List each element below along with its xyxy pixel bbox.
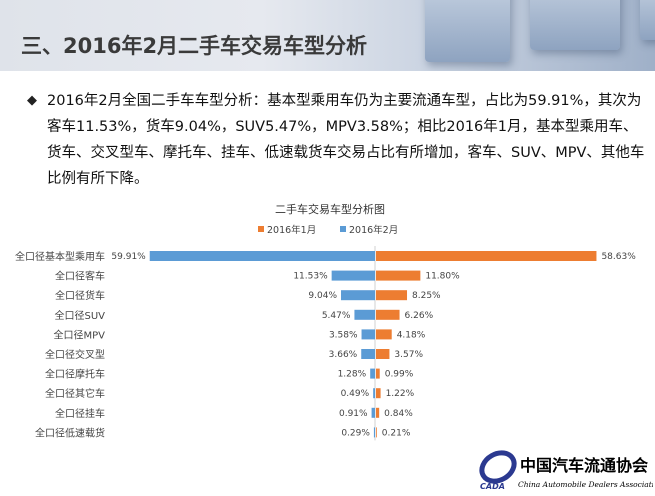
data-label: 5.47% xyxy=(322,311,351,321)
bar-2016年1月 xyxy=(376,329,392,340)
data-label: 11.53% xyxy=(293,272,328,282)
data-label: 0.99% xyxy=(385,370,414,380)
data-label: 8.25% xyxy=(412,291,441,301)
data-label: 3.66% xyxy=(329,350,358,360)
bar-2016年1月 xyxy=(376,251,597,261)
bar-2016年2月 xyxy=(361,329,375,340)
logo-name: 中国汽车流通协会 xyxy=(520,456,648,475)
bar-2016年2月 xyxy=(370,368,375,379)
bar-2016年1月 xyxy=(376,270,421,281)
logo-english: China Automobile Dealers Association xyxy=(518,480,653,489)
category-label: 全口径MPV xyxy=(54,328,106,341)
bar-2016年1月 xyxy=(376,407,380,418)
decorative-cube xyxy=(530,0,620,50)
legend-label: 2016年1月 xyxy=(267,224,316,236)
summary-paragraph: 2016年2月全国二手车车型分析：基本型乘用车仍为主要流通车型，占比为59.91… xyxy=(47,93,645,187)
data-label: 58.63% xyxy=(601,252,636,262)
bar-2016年1月 xyxy=(376,309,400,320)
chart-title: 二手车交易车型分析图 xyxy=(275,202,385,216)
bar-2016年2月 xyxy=(341,290,375,301)
logo: CADA 中国汽车流通协会 China Automobile Dealers A… xyxy=(478,447,655,492)
category-label: 全口径基本型乘用车 xyxy=(15,250,105,263)
legend-label: 2016年2月 xyxy=(349,224,398,236)
legend-swatch xyxy=(258,226,264,232)
legend-swatch xyxy=(340,226,346,232)
bar-2016年2月 xyxy=(371,407,375,418)
data-label: 1.22% xyxy=(386,389,415,399)
bar-2016年2月 xyxy=(331,270,375,281)
category-label: 全口径低速载货 xyxy=(35,426,105,439)
decorative-cube xyxy=(640,0,655,40)
data-label: 6.26% xyxy=(405,311,434,321)
logo-abbr: CADA xyxy=(480,482,505,491)
category-label: 全口径客车 xyxy=(55,270,105,283)
bar-2016年2月 xyxy=(149,251,375,261)
bar-2016年1月 xyxy=(376,427,377,438)
bar-2016年1月 xyxy=(376,290,408,301)
category-label: 全口径交叉型 xyxy=(45,348,105,361)
bar-2016年2月 xyxy=(354,309,375,320)
data-label: 0.91% xyxy=(339,409,368,419)
data-label: 3.57% xyxy=(394,350,423,360)
data-label: 0.84% xyxy=(384,409,413,419)
header-banner: 三、2016年2月二手车交易车型分析 xyxy=(0,0,655,71)
bar-2016年2月 xyxy=(361,349,375,359)
data-label: 1.28% xyxy=(338,370,367,380)
category-label: 全口径SUV xyxy=(54,309,105,322)
bar-2016年2月 xyxy=(373,427,375,438)
data-label: 3.58% xyxy=(329,330,358,340)
data-label: 4.18% xyxy=(397,330,426,340)
category-label: 全口径摩托车 xyxy=(45,368,105,381)
category-label: 全口径挂车 xyxy=(55,407,105,420)
data-label: 9.04% xyxy=(308,291,337,301)
bullet-icon: ◆ xyxy=(27,93,37,108)
decorative-cube xyxy=(425,0,510,62)
bar-2016年1月 xyxy=(376,388,381,399)
data-label: 0.49% xyxy=(341,389,370,399)
data-label: 11.80% xyxy=(425,272,460,282)
category-label: 全口径货车 xyxy=(55,289,105,302)
data-label: 59.91% xyxy=(111,252,146,262)
bar-2016年1月 xyxy=(376,368,380,379)
page-title: 三、2016年2月二手车交易车型分析 xyxy=(21,34,368,58)
category-label: 全口径其它车 xyxy=(45,387,105,400)
data-label: 0.21% xyxy=(382,428,411,438)
bar-2016年2月 xyxy=(373,388,375,399)
data-label: 0.29% xyxy=(341,428,370,438)
bar-2016年1月 xyxy=(376,349,390,359)
